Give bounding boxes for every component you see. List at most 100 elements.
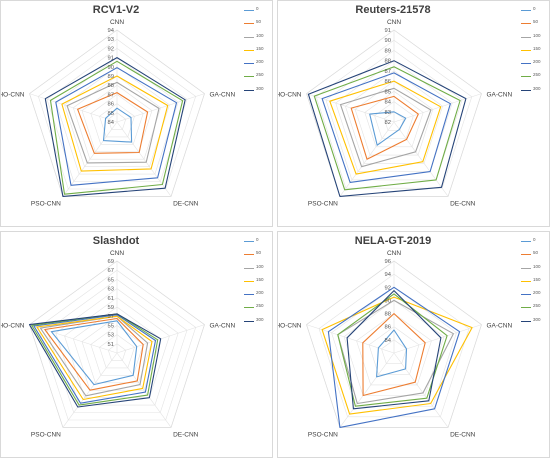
- grid-outer: [29, 260, 205, 428]
- axis-spoke: [339, 352, 395, 428]
- series-250-polygon: [49, 60, 184, 195]
- legend-swatch: [521, 10, 531, 11]
- legend-swatch: [521, 76, 531, 78]
- tick-label: 57: [108, 314, 114, 320]
- series-100-polygon: [339, 87, 432, 168]
- legend-swatch: [521, 36, 531, 38]
- series-50-polygon: [77, 92, 149, 154]
- series-0-polygon: [376, 329, 408, 378]
- tick-label: 88: [385, 59, 391, 65]
- grid-ring: [325, 50, 463, 181]
- radar-chart: 82 83 84 85 86 87 88 89 90 91 CNN GA-CNN DE-CNN PSO-C…: [278, 19, 512, 207]
- legend-swatch: [521, 63, 531, 65]
- legend-label: 100: [256, 263, 264, 269]
- legend-label: 50: [533, 250, 539, 256]
- chart-panel-slashdot: Slashdot 51 53 55 57 59 61 63 65 67 69 CNN GA-CNN DE-…: [0, 231, 273, 458]
- axis-spoke: [306, 93, 395, 123]
- axis-spoke: [393, 93, 482, 123]
- tick-label: 53: [108, 333, 114, 339]
- radar-chart: 84 86 88 90 92 94 96 CNN GA-CNN DE-CNN PSO-CNN SHO-…: [278, 250, 513, 438]
- series-150-polygon: [329, 80, 442, 175]
- tick-label: 90: [385, 38, 391, 44]
- axis-spoke: [116, 93, 205, 123]
- tick-label: 90: [108, 65, 114, 71]
- legend-swatch: [521, 241, 531, 242]
- legend-swatch: [521, 307, 531, 309]
- tick-label: 86: [108, 102, 114, 108]
- axis-label-ga-cnn: GA-CNN: [487, 323, 513, 330]
- legend-label: 250: [256, 303, 264, 309]
- series-300-polygon: [307, 60, 467, 197]
- legend-label: 200: [533, 59, 541, 65]
- grid-ring: [383, 111, 405, 131]
- axis-label-ga-cnn: GA-CNN: [210, 323, 236, 330]
- axis-label-pso-cnn: PSO-CNN: [31, 200, 61, 207]
- legend-label: 50: [256, 250, 262, 256]
- tick-label: 91: [108, 56, 114, 62]
- axis-label-pso-cnn: PSO-CNN: [308, 200, 338, 207]
- series-50-polygon: [44, 317, 144, 391]
- tick-label: 94: [385, 272, 392, 278]
- axis-label-cnn: CNN: [387, 19, 401, 26]
- tick-label: 87: [108, 92, 114, 98]
- tick-label: 86: [385, 79, 391, 85]
- grid-ring: [315, 39, 473, 189]
- legend-swatch: [244, 254, 254, 256]
- grid-outer: [306, 29, 482, 197]
- tick-label: 85: [385, 89, 391, 95]
- axis-label-cnn: CNN: [387, 250, 401, 257]
- legend-label: 0: [533, 237, 536, 242]
- legend-label: 50: [256, 19, 262, 25]
- legend-label: 200: [256, 59, 264, 65]
- grid-ring: [381, 339, 407, 364]
- tick-label: 51: [108, 342, 114, 348]
- legend-label: 100: [533, 32, 541, 38]
- grid-ring: [343, 300, 445, 396]
- legend-label: 300: [256, 85, 264, 91]
- axis-spoke: [393, 352, 449, 428]
- grid-ring: [90, 325, 144, 376]
- legend-label: 0: [533, 6, 536, 11]
- series-0-polygon: [50, 320, 138, 386]
- grid-ring: [37, 269, 197, 421]
- grid-ring: [364, 90, 424, 148]
- legend-swatch: [244, 320, 254, 322]
- tick-label: 93: [108, 37, 114, 43]
- legend-label: 50: [533, 19, 539, 25]
- grid-outer: [306, 260, 482, 428]
- tick-label: 92: [385, 285, 391, 291]
- tick-label: 89: [108, 74, 114, 80]
- series-200-polygon: [321, 72, 451, 183]
- axis-label-sho-cnn: SHO-CNN: [278, 323, 302, 330]
- tick-label: 61: [108, 296, 114, 302]
- legend-label: 150: [533, 45, 541, 51]
- tick-label: 63: [108, 287, 114, 293]
- axis-label-sho-cnn: SHO-CNN: [1, 323, 25, 330]
- series-300-polygon: [44, 57, 186, 197]
- legend-label: 200: [533, 290, 541, 296]
- series-250-polygon: [31, 313, 159, 406]
- legend-swatch: [244, 89, 254, 91]
- axis-label-pso-cnn: PSO-CNN: [31, 431, 61, 438]
- grid-ring: [55, 288, 179, 406]
- tick-label: 90: [385, 298, 391, 304]
- axis-label-pso-cnn: PSO-CNN: [308, 431, 338, 438]
- legend-swatch: [244, 63, 254, 65]
- legend-swatch: [244, 280, 254, 282]
- legend-label: 250: [533, 303, 541, 309]
- axis-label-cnn: CNN: [110, 19, 124, 26]
- legend-swatch: [521, 89, 531, 91]
- tick-label: 85: [108, 111, 114, 117]
- axis-spoke: [29, 324, 118, 354]
- axis-spoke: [393, 324, 482, 354]
- legend-label: 100: [533, 263, 541, 269]
- legend-label: 150: [533, 276, 541, 282]
- series-0-polygon: [369, 111, 407, 146]
- legend-swatch: [521, 23, 531, 25]
- legend-swatch: [521, 267, 531, 269]
- grid-ring: [99, 334, 135, 369]
- axis-label-ga-cnn: GA-CNN: [210, 92, 236, 99]
- grid-ring: [368, 326, 420, 375]
- tick-label: 89: [385, 48, 391, 54]
- axis-label-de-cnn: DE-CNN: [450, 431, 476, 438]
